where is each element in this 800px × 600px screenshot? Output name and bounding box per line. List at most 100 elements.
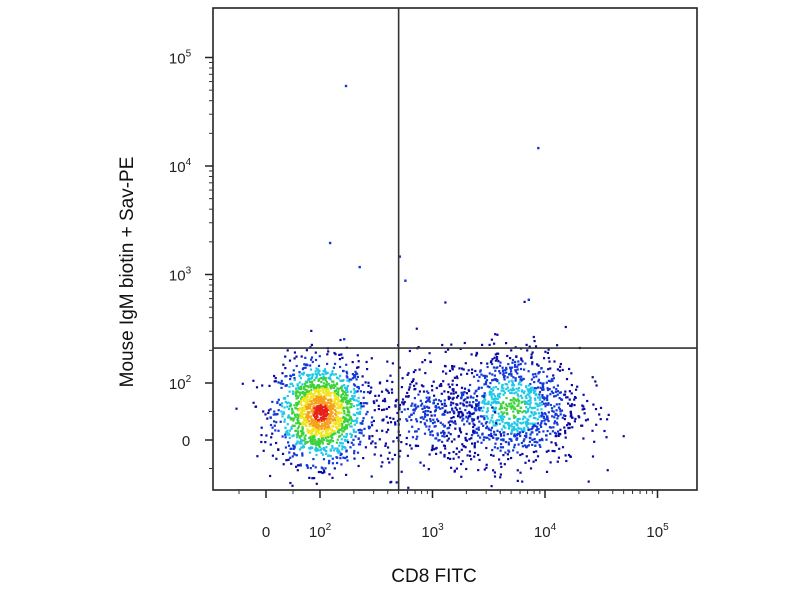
data-point: [303, 412, 306, 416]
data-point: [538, 390, 542, 394]
data-point: [477, 453, 480, 457]
data-point: [297, 422, 300, 425]
data-point: [473, 446, 476, 449]
data-point: [432, 448, 436, 451]
data-point: [332, 449, 335, 452]
data-point: [460, 463, 463, 466]
data-point: [302, 392, 305, 395]
data-point: [352, 428, 355, 431]
data-point: [429, 420, 432, 423]
data-point: [356, 404, 359, 407]
data-point: [325, 407, 328, 410]
data-point: [313, 421, 316, 424]
data-point: [534, 440, 537, 443]
data-point: [483, 468, 486, 471]
data-point: [301, 427, 304, 430]
data-point: [287, 407, 290, 411]
data-point: [535, 387, 538, 390]
data-point: [607, 413, 610, 416]
data-point: [294, 407, 297, 410]
data-point: [559, 413, 562, 416]
data-point: [320, 396, 323, 399]
data-point: [431, 430, 434, 433]
data-point: [332, 380, 335, 383]
data-point: [344, 392, 347, 395]
data-point: [362, 417, 365, 420]
data-point: [508, 402, 511, 405]
data-point: [379, 454, 383, 457]
data-point: [358, 431, 361, 434]
data-point: [530, 428, 533, 431]
data-point: [366, 368, 369, 371]
data-point: [400, 470, 403, 473]
data-point: [453, 365, 456, 368]
data-point: [298, 442, 301, 445]
data-point: [445, 372, 448, 375]
data-point: [409, 383, 412, 386]
data-point: [306, 418, 309, 421]
data-point: [527, 421, 530, 425]
data-point: [321, 412, 324, 415]
data-point: [336, 427, 339, 430]
data-point: [420, 404, 423, 407]
data-point: [291, 384, 295, 387]
data-point: [299, 430, 303, 433]
data-point: [451, 398, 454, 401]
data-point: [362, 434, 365, 437]
data-point: [513, 421, 516, 424]
data-point: [342, 390, 345, 393]
data-point: [470, 353, 473, 356]
data-point: [429, 410, 432, 414]
data-point: [446, 411, 449, 414]
data-point: [290, 407, 294, 410]
data-point: [591, 429, 594, 432]
plot-frame: [212, 7, 698, 491]
data-point: [338, 451, 341, 454]
data-point: [360, 405, 363, 408]
data-point: [458, 450, 461, 453]
data-point: [488, 428, 491, 431]
data-point: [321, 434, 324, 437]
data-point: [356, 451, 360, 454]
data-point: [320, 380, 323, 384]
data-point: [521, 360, 524, 363]
data-point: [462, 414, 465, 417]
data-point: [550, 378, 553, 381]
data-point: [314, 442, 318, 445]
data-point: [452, 392, 455, 395]
data-point: [535, 375, 538, 378]
data-point: [291, 424, 294, 427]
outlier-point: [537, 146, 540, 150]
data-point: [291, 390, 295, 393]
data-point: [459, 429, 462, 432]
data-point: [316, 385, 319, 388]
data-point: [317, 390, 320, 393]
data-point: [498, 422, 501, 426]
data-point: [515, 438, 518, 441]
data-point: [556, 390, 560, 393]
data-point: [591, 376, 594, 379]
data-point: [295, 422, 298, 425]
data-point: [344, 386, 347, 389]
data-point: [312, 393, 315, 396]
data-point: [489, 403, 493, 406]
data-point: [318, 429, 321, 432]
data-point: [315, 432, 318, 435]
data-point: [366, 410, 369, 413]
data-point: [501, 415, 504, 418]
data-point: [516, 404, 519, 407]
data-point: [343, 445, 346, 448]
data-point: [519, 471, 522, 474]
data-point: [254, 405, 257, 408]
data-point: [411, 436, 415, 439]
data-point: [305, 407, 309, 411]
data-point: [494, 395, 497, 398]
data-point: [300, 442, 303, 445]
data-point: [262, 449, 265, 452]
data-point: [292, 373, 295, 376]
data-point: [519, 367, 523, 371]
data-point: [443, 453, 446, 457]
data-point: [492, 436, 495, 439]
